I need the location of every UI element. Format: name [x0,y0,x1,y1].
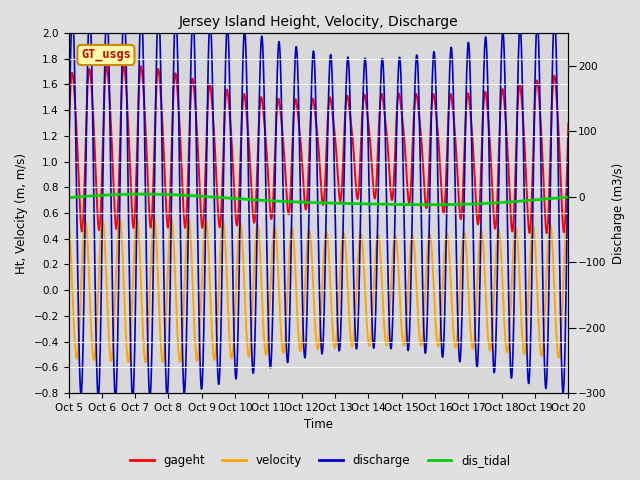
gageht [564,121,572,127]
discharge [205,55,212,60]
gageht [520,139,528,144]
dis_tidal [333,200,340,206]
discharge [521,217,529,223]
discharge [120,4,128,10]
dis_tidal [564,194,572,200]
dis_tidal [204,194,212,200]
Line: velocity: velocity [68,218,568,362]
Legend: gageht, velocity, discharge, dis_tidal: gageht, velocity, discharge, dis_tidal [125,449,515,472]
velocity [142,360,150,365]
velocity [344,285,351,290]
discharge [564,135,572,141]
discharge [65,172,72,178]
gageht [65,141,72,147]
gageht [463,92,471,97]
velocity [205,245,212,251]
velocity [150,215,158,221]
discharge [344,54,351,60]
gageht [333,154,340,159]
discharge [464,46,472,51]
Y-axis label: Discharge (m3/s): Discharge (m3/s) [612,162,625,264]
Text: GT_usgs: GT_usgs [81,48,131,61]
dis_tidal [139,191,147,197]
velocity [464,272,472,278]
velocity [564,223,572,229]
velocity [534,316,542,322]
discharge [129,396,136,402]
dis_tidal [521,198,529,204]
dis_tidal [534,197,542,203]
Title: Jersey Island Height, Velocity, Discharge: Jersey Island Height, Velocity, Discharg… [179,15,458,29]
gageht [120,62,128,68]
gageht [534,85,542,91]
X-axis label: Time: Time [304,419,333,432]
dis_tidal [344,201,351,206]
gageht [344,93,351,99]
gageht [204,95,212,100]
dis_tidal [426,202,434,207]
velocity [521,351,529,357]
velocity [333,332,340,337]
velocity [65,220,72,226]
discharge [534,36,542,41]
dis_tidal [65,195,72,201]
Y-axis label: Ht, Velocity (m, m/s): Ht, Velocity (m, m/s) [15,153,28,274]
dis_tidal [464,201,472,207]
gageht [543,230,550,236]
Line: gageht: gageht [68,65,568,233]
Line: discharge: discharge [68,7,568,399]
discharge [333,294,340,300]
Line: dis_tidal: dis_tidal [68,194,568,204]
